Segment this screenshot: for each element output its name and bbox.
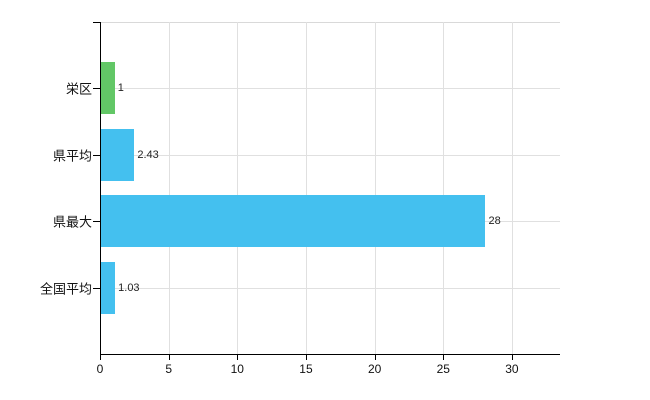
y-axis-tick (93, 221, 100, 223)
vertical-gridline (237, 22, 239, 354)
x-axis-tick-label: 5 (165, 362, 172, 376)
category-label-栄区: 栄区 (65, 81, 92, 97)
category-label-全国平均: 全国平均 (39, 281, 92, 297)
bar-全国平均 (101, 261, 116, 314)
bar-value-label: 1.03 (118, 281, 140, 294)
x-axis-tick-label: 30 (505, 362, 519, 376)
x-axis-line (100, 354, 560, 355)
category-label-県平均: 県平均 (52, 148, 92, 164)
x-axis-tick-label: 25 (436, 362, 450, 376)
x-axis-tick (237, 354, 239, 360)
bar-県最大 (101, 195, 486, 248)
y-axis-tick (93, 287, 100, 289)
x-axis-tick-label: 15 (299, 362, 313, 376)
vertical-gridline (374, 22, 376, 354)
plot-top-border (100, 22, 560, 23)
horizontal-gridline (100, 287, 560, 289)
vertical-gridline (305, 22, 307, 354)
category-label-県最大: 県最大 (52, 214, 92, 230)
x-axis-tick (305, 354, 307, 360)
horizontal-gridline (100, 88, 560, 90)
vertical-gridline (168, 22, 170, 354)
bar-栄区 (101, 62, 115, 115)
bar-県平均 (101, 128, 135, 181)
x-axis-tick (511, 354, 513, 360)
x-axis-tick (443, 354, 445, 360)
horizontal-gridline (100, 154, 560, 156)
y-axis-tick (93, 88, 100, 90)
vertical-gridline (443, 22, 445, 354)
bar-value-label: 2.43 (137, 148, 159, 161)
bar-value-label: 1 (117, 82, 124, 95)
x-axis-tick (374, 354, 376, 360)
x-axis-tick-label: 0 (96, 362, 104, 376)
x-axis-tick (168, 354, 170, 360)
y-axis-tick (93, 154, 100, 156)
vertical-gridline (511, 22, 513, 354)
bar-value-label: 28 (488, 215, 501, 228)
x-axis-tick-label: 10 (230, 362, 244, 376)
y-axis-top-tick (93, 22, 100, 23)
x-axis-tick (100, 354, 101, 360)
x-axis-tick-label: 20 (367, 362, 382, 376)
y-axis-line (100, 22, 101, 360)
